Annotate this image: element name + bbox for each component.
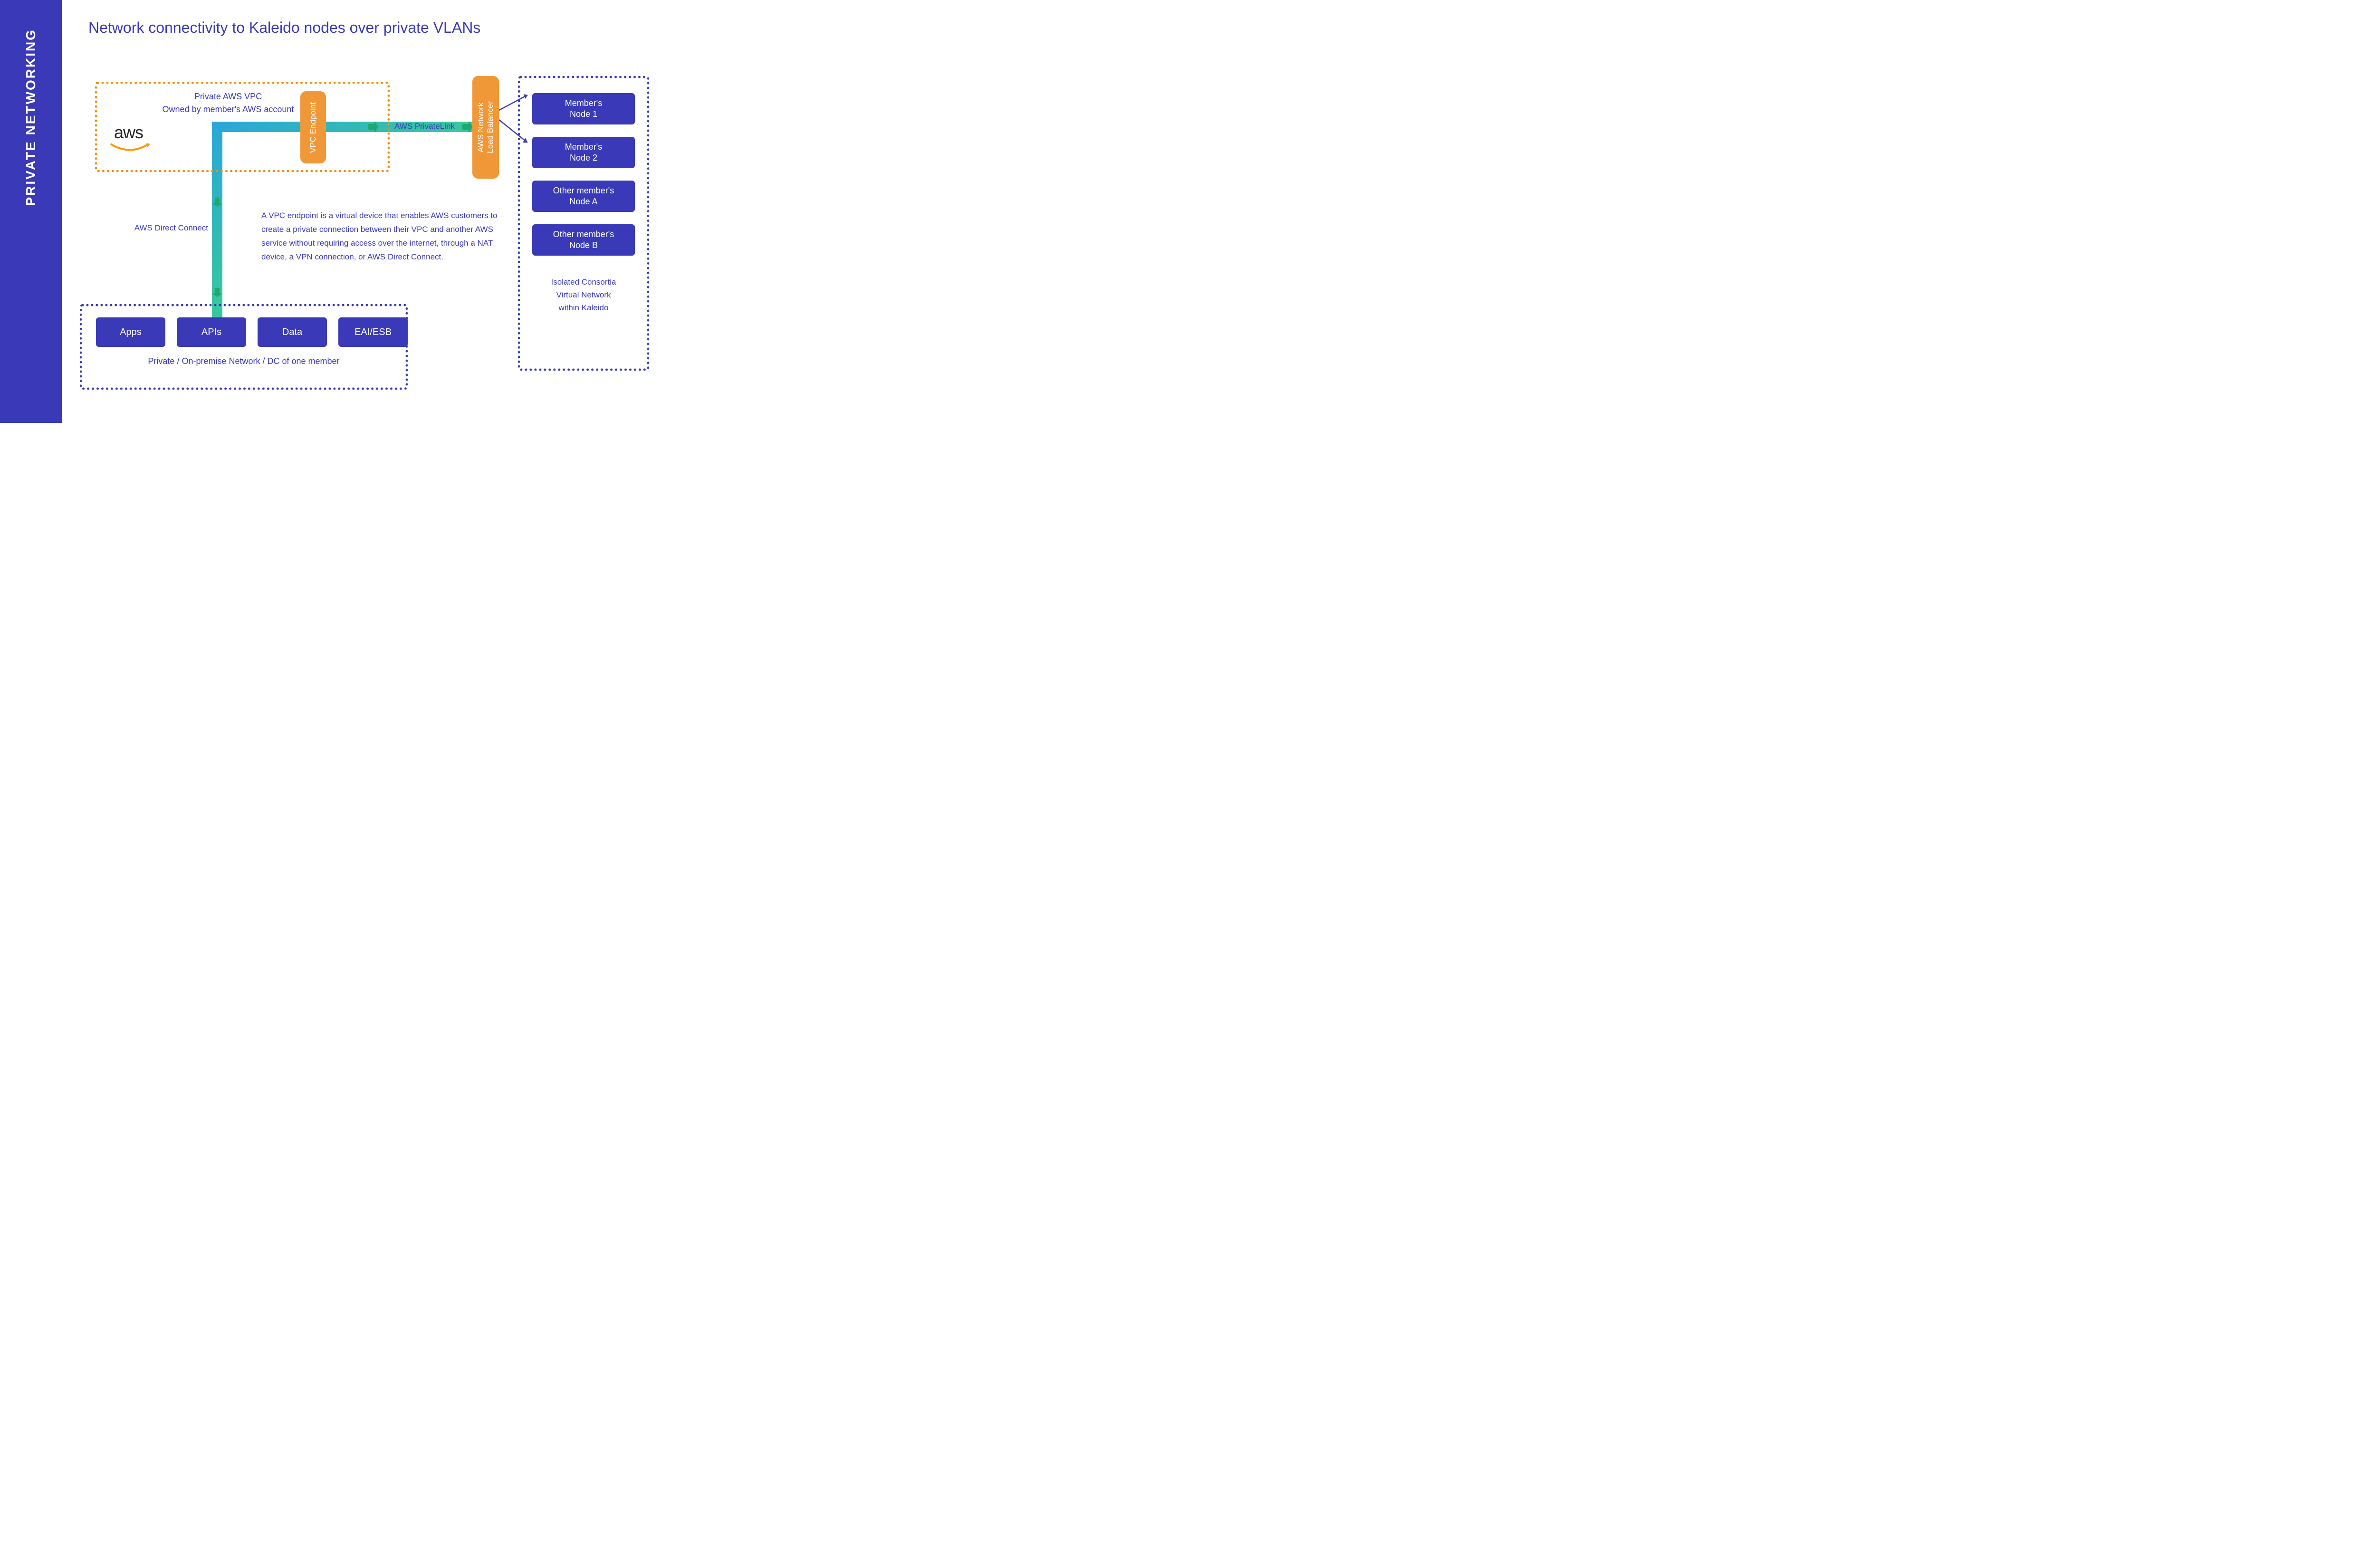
sidebar-label: PRIVATE NETWORKING [23, 29, 38, 206]
vpc-label-line2: Owned by member's AWS account [163, 105, 294, 114]
sidebar: PRIVATE NETWORKING [0, 0, 62, 423]
onprem-label: Private / On-premise Network / DC of one… [80, 356, 408, 366]
aws-logo: aws [114, 123, 143, 143]
nlb-label-line2: Load Balancer [486, 101, 495, 153]
privatelink-label: AWS PrivateLink [394, 122, 455, 131]
nlb-label-line1: AWS Network [476, 102, 485, 152]
onprem-block-data: Data [258, 317, 327, 347]
consortia-node-1: Member'sNode 2 [532, 137, 635, 168]
plug-icon [460, 121, 473, 133]
diagram-canvas: Network connectivity to Kaleido nodes ov… [62, 0, 651, 423]
consortia-label: Isolated ConsortiaVirtual Networkwithin … [532, 276, 635, 315]
vpc-label-line1: Private AWS VPC [194, 92, 262, 101]
consortia-node-0: Member'sNode 1 [532, 93, 635, 124]
aws-smile-icon [108, 142, 151, 155]
vpc-label: Private AWS VPC Owned by member's AWS ac… [162, 90, 295, 116]
onprem-block-eaiesb: EAI/ESB [338, 317, 408, 347]
direct-connect-label: AWS Direct Connect [184, 223, 208, 233]
onprem-box [80, 304, 408, 390]
plug-icon [211, 286, 224, 297]
plug-icon [211, 196, 224, 207]
onprem-block-apps: Apps [96, 317, 165, 347]
vpc-endpoint-block: VPC Endpoint [300, 91, 326, 163]
consortia-node-2: Other member'sNode A [532, 181, 635, 212]
nlb-label: AWS Network Load Balancer [476, 101, 495, 153]
consortia-node-3: Other member'sNode B [532, 224, 635, 256]
vpc-endpoint-description: A VPC endpoint is a virtual device that … [261, 209, 508, 264]
nlb-block: AWS Network Load Balancer [472, 76, 499, 179]
page-title: Network connectivity to Kaleido nodes ov… [88, 19, 480, 37]
onprem-block-apis: APIs [177, 317, 246, 347]
vpc-endpoint-label: VPC Endpoint [308, 102, 318, 153]
